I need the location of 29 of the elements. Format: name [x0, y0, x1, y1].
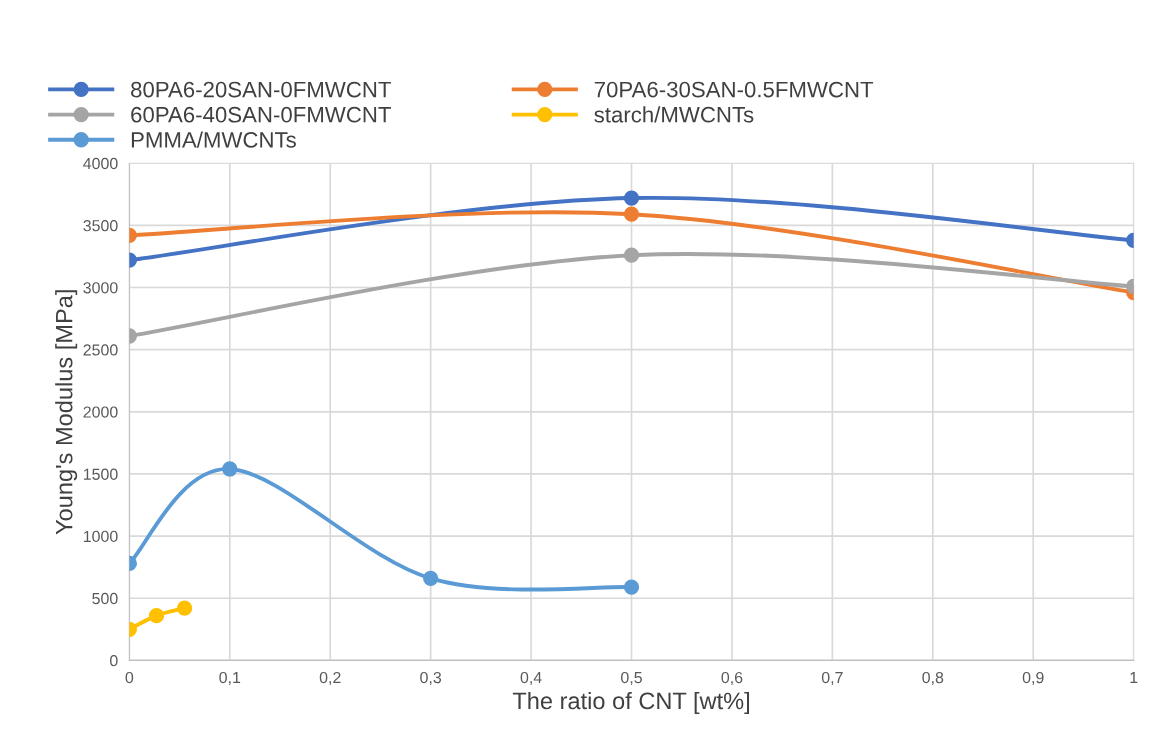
legend-label: starch/MWCNTs: [594, 106, 754, 123]
point: [623, 579, 640, 595]
x-tick-label: 0,5: [621, 671, 642, 686]
x-tick-label: 0,4: [520, 671, 542, 686]
x-tick-label: 0,8: [922, 671, 944, 686]
y-tick-label: 3500: [83, 220, 118, 232]
x-tick-label: 0,3: [420, 671, 442, 686]
y-tick-label: 500: [92, 592, 118, 605]
x-axis-title: The ratio of CNT [wt%]: [512, 691, 750, 714]
x-tick-label: 0,7: [821, 671, 843, 686]
y-axis-title: Young's Modulus [MPa]: [55, 290, 78, 535]
legend-label: PMMA/MWCNTs: [131, 131, 296, 148]
y-tick-label: 2500: [83, 344, 118, 356]
point: [423, 570, 439, 586]
legend-label: 60PA6-40SAN-0FMWCNT: [131, 106, 391, 123]
x-tick-label: 0,6: [721, 671, 743, 686]
x-tick-label: 0,1: [219, 671, 241, 686]
y-tick-label: 4000: [83, 157, 118, 170]
y-tick-label: 0: [109, 655, 118, 667]
y-tick-label: 3000: [83, 282, 118, 294]
legend-label: 70PA6-30SAN-0.5FMWCNT: [594, 81, 874, 98]
x-tick-label: 0,9: [1022, 671, 1044, 686]
y-tick-label: 2000: [83, 406, 118, 418]
x-tick-label: 0,2: [319, 671, 341, 686]
x-tick-label: 0: [125, 671, 134, 684]
y-tick-label: 1000: [83, 530, 118, 543]
y-tick-label: 1500: [83, 468, 118, 480]
legend-label: 80PA6-20SAN-0FMWCNT: [131, 81, 391, 98]
x-tick-label: 1: [1130, 672, 1138, 684]
